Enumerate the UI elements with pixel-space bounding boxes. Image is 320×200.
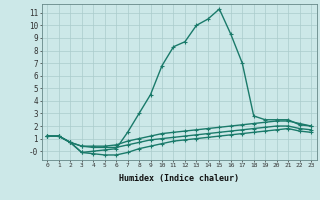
X-axis label: Humidex (Indice chaleur): Humidex (Indice chaleur)	[119, 174, 239, 183]
